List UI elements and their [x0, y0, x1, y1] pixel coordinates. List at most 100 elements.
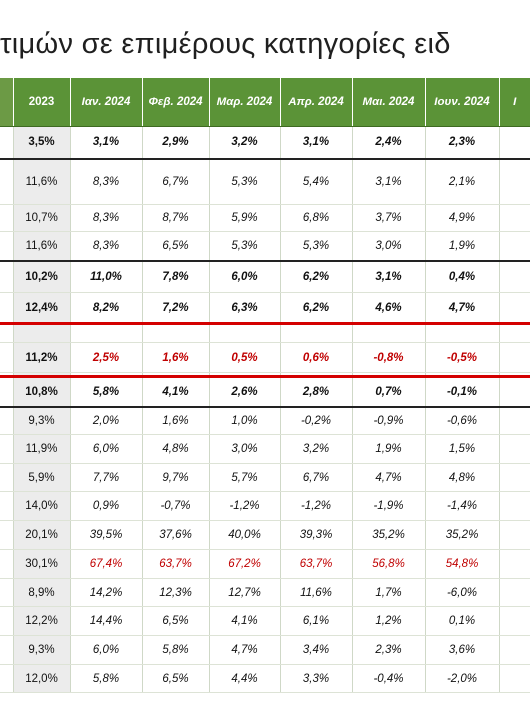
table-cell: 67,2%	[208, 549, 280, 579]
table-cell	[498, 463, 530, 492]
table-row: 12,4% 8,2% 7,2% 6,3% 6,2% 4,6% 4,7%	[0, 292, 530, 323]
table-cell: 3,1%	[351, 260, 425, 293]
table-cell: 11,6%	[12, 158, 70, 205]
table-row	[0, 322, 530, 343]
table-cell: 35,2%	[351, 520, 425, 550]
table-cell	[12, 322, 70, 343]
table-cell: 6,7%	[279, 463, 352, 492]
table-cell: 6,5%	[141, 231, 209, 262]
table-cell: 2,3%	[424, 126, 499, 160]
table-cell: 2,1%	[424, 158, 499, 205]
table-cell: 63,7%	[141, 549, 209, 579]
table-cell: 12,7%	[208, 578, 280, 607]
table-row: 11,9% 6,0% 4,8% 3,0% 3,2% 1,9% 1,5%	[0, 434, 530, 464]
table-cell: 5,8%	[69, 377, 142, 408]
table-cell	[0, 292, 13, 323]
table-cell: 1,0%	[208, 406, 280, 435]
table-cell: 4,8%	[424, 463, 499, 492]
table-cell: 5,7%	[208, 463, 280, 492]
table-row: 30,1% 67,4% 63,7% 67,2% 63,7% 56,8% 54,8%	[0, 549, 530, 579]
table-cell: 1,6%	[141, 406, 209, 435]
table-cell: 0,7%	[351, 377, 425, 408]
table-cell: 6,0%	[208, 260, 280, 293]
table-cell	[0, 204, 13, 232]
table-row: 10,7% 8,3% 8,7% 5,9% 6,8% 3,7% 4,9%	[0, 204, 530, 232]
table-cell: 8,7%	[141, 204, 209, 232]
table-cell: 0,9%	[69, 491, 142, 521]
table-cell	[0, 260, 13, 293]
column-header: Μαι. 2024	[351, 78, 425, 127]
table-cell: 3,5%	[12, 126, 70, 160]
table-cell: 6,5%	[141, 664, 209, 693]
table-row: 12,2% 14,4% 6,5% 4,1% 6,1% 1,2% 0,1%	[0, 606, 530, 636]
table-cell: 4,7%	[424, 292, 499, 323]
table-cell	[0, 158, 13, 205]
table-cell	[208, 322, 280, 343]
table-row: 5,9% 7,7% 9,7% 5,7% 6,7% 4,7% 4,8%	[0, 463, 530, 492]
table-cell: 6,2%	[279, 260, 352, 293]
table-cell	[0, 377, 13, 408]
table-cell	[498, 377, 530, 408]
table-cell: 1,5%	[424, 434, 499, 464]
table-cell: 9,3%	[12, 406, 70, 435]
table-cell: 10,7%	[12, 204, 70, 232]
table-cell: 2,5%	[69, 342, 142, 373]
table-cell: 11,9%	[12, 434, 70, 464]
table-cell: 63,7%	[279, 549, 352, 579]
table-cell: 5,8%	[69, 664, 142, 693]
table-cell: 12,3%	[141, 578, 209, 607]
table-cell: 5,4%	[279, 158, 352, 205]
table-cell: 10,2%	[12, 260, 70, 293]
table-cell	[279, 322, 352, 343]
table-cell: -0,1%	[424, 377, 499, 408]
table-cell: 7,8%	[141, 260, 209, 293]
table-cell: 3,0%	[351, 231, 425, 262]
table-cell	[498, 260, 530, 293]
table-cell: 2,4%	[351, 126, 425, 160]
table-cell: 3,2%	[279, 434, 352, 464]
table-cell: 54,8%	[424, 549, 499, 579]
table-cell: 12,4%	[12, 292, 70, 323]
table-cell: 12,2%	[12, 606, 70, 636]
table-cell: -1,2%	[279, 491, 352, 521]
table-row: 9,3% 2,0% 1,6% 1,0% -0,2% -0,9% -0,6%	[0, 406, 530, 435]
table-cell	[498, 491, 530, 521]
table-cell: 14,2%	[69, 578, 142, 607]
table-cell	[0, 406, 13, 435]
table-row: 12,0% 5,8% 6,5% 4,4% 3,3% -0,4% -2,0%	[0, 664, 530, 693]
table-cell: 20,1%	[12, 520, 70, 550]
table-cell	[498, 204, 530, 232]
table-cell: 5,9%	[208, 204, 280, 232]
table-cell: -2,0%	[424, 664, 499, 693]
table-row: 11,6% 8,3% 6,5% 5,3% 5,3% 3,0% 1,9%	[0, 231, 530, 262]
column-header: Ιουν. 2024	[424, 78, 499, 127]
table-cell: 1,2%	[351, 606, 425, 636]
data-table: 2023 Ιαν. 2024 Φεβ. 2024 Μαρ. 2024 Απρ. 2024…	[0, 78, 530, 693]
table-cell: 3,2%	[208, 126, 280, 160]
table-cell	[0, 342, 13, 373]
table-cell: 11,6%	[279, 578, 352, 607]
table-row: 10,8% 5,8% 4,1% 2,6% 2,8% 0,7% -0,1%	[0, 377, 530, 408]
table-cell: 1,6%	[141, 342, 209, 373]
table-cell: 4,4%	[208, 664, 280, 693]
table-cell: 8,3%	[69, 158, 142, 205]
table-cell	[498, 126, 530, 160]
table-cell: 7,7%	[69, 463, 142, 492]
table-cell: 4,8%	[141, 434, 209, 464]
column-header: Ιαν. 2024	[69, 78, 142, 127]
table-cell	[498, 520, 530, 550]
table-cell: 37,6%	[141, 520, 209, 550]
table-cell: -0,8%	[351, 342, 425, 373]
table-cell: 5,3%	[208, 158, 280, 205]
table-row: 3,5% 3,1% 2,9% 3,2% 3,1% 2,4% 2,3%	[0, 126, 530, 160]
table-cell: -1,2%	[208, 491, 280, 521]
table-cell: 4,7%	[351, 463, 425, 492]
table-cell: 11,6%	[12, 231, 70, 262]
table-cell: 1,9%	[424, 231, 499, 262]
table-cell	[498, 578, 530, 607]
table-cell	[498, 434, 530, 464]
table-row: 9,3% 6,0% 5,8% 4,7% 3,4% 2,3% 3,6%	[0, 635, 530, 665]
table-cell: 14,0%	[12, 491, 70, 521]
column-header: Ι	[498, 78, 530, 127]
table-cell: 5,3%	[279, 231, 352, 262]
